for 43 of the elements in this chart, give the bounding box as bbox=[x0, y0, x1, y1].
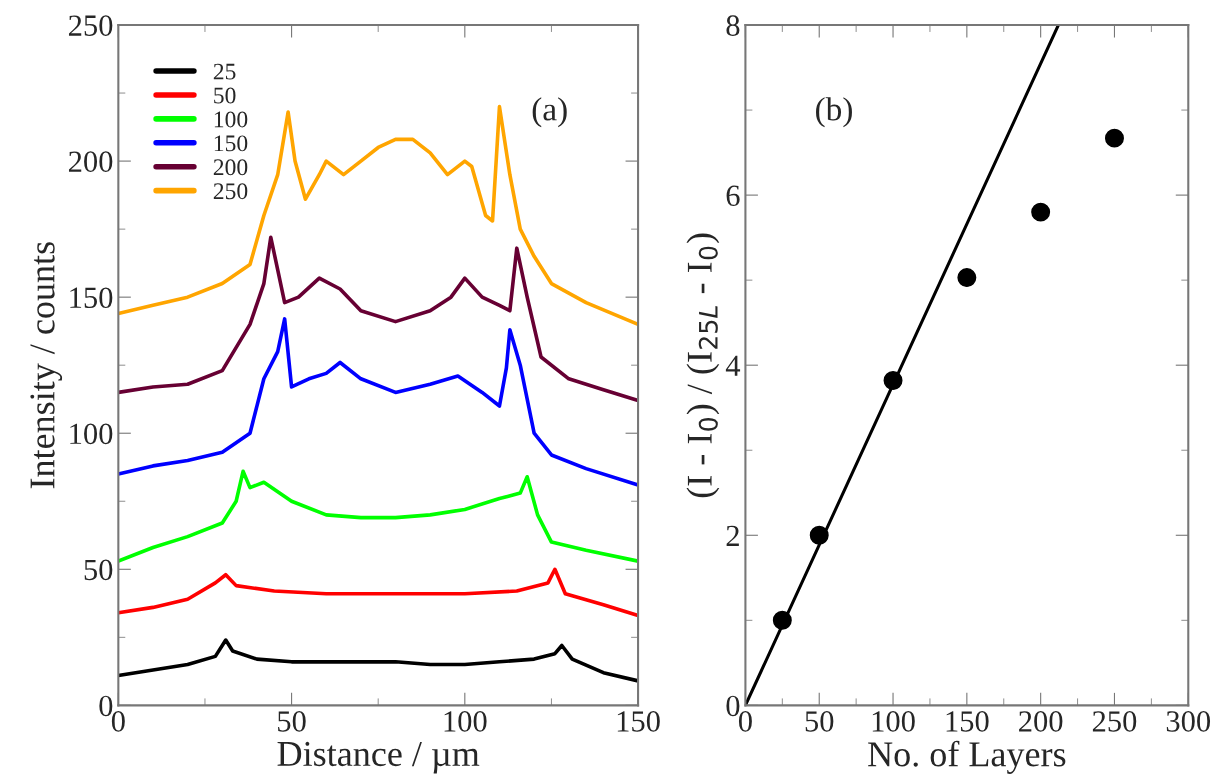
legend-label: 25 bbox=[213, 63, 236, 80]
y-tick-label: 200 bbox=[68, 151, 113, 172]
point bbox=[1031, 202, 1051, 222]
y-tick-label: 150 bbox=[70, 287, 113, 309]
y-axis-title: (I - I$_{0}$) / (I$_{25L}$ - I$_{0}$) bbox=[686, 233, 720, 498]
x-axis-title: Distance / µm bbox=[277, 741, 480, 774]
legend-label: 100 bbox=[214, 111, 248, 128]
x-tick-label: 250 bbox=[1092, 711, 1137, 732]
x-tick-label: 150 bbox=[617, 711, 660, 732]
x-tick-label: 150 bbox=[946, 711, 989, 732]
x-axis-title: No. of Layers bbox=[868, 740, 1066, 774]
legend-label: 200 bbox=[213, 159, 248, 176]
x-tick-label: 300 bbox=[1166, 711, 1211, 732]
legend-label: 150 bbox=[214, 135, 248, 152]
legend-label: 250 bbox=[213, 183, 248, 200]
y-tick-label: 50 bbox=[84, 559, 113, 581]
point bbox=[772, 610, 792, 630]
line-series bbox=[118, 469, 639, 563]
line-series bbox=[118, 567, 639, 618]
x-tick-label: 50 bbox=[805, 711, 834, 732]
line-series bbox=[118, 235, 639, 403]
y-tick-label: 4 bbox=[725, 355, 741, 376]
y-axis-title: Intensity / counts bbox=[30, 242, 63, 489]
point bbox=[1104, 128, 1124, 148]
line-series bbox=[118, 317, 639, 487]
y-tick-label: 250 bbox=[68, 15, 113, 36]
line-series bbox=[118, 638, 639, 683]
point bbox=[809, 525, 829, 545]
x-tick-label: 100 bbox=[872, 711, 915, 732]
x-tick-label: 100 bbox=[444, 711, 487, 732]
x-tick-label: 200 bbox=[1019, 711, 1063, 732]
annotation: (b) bbox=[816, 97, 852, 128]
point bbox=[883, 371, 903, 390]
y-tick-label: 0 bbox=[99, 695, 113, 717]
legend-label: 50 bbox=[214, 87, 236, 104]
point bbox=[957, 268, 977, 288]
y-tick-label: 2 bbox=[726, 525, 739, 546]
y-tick-label: 6 bbox=[726, 185, 740, 207]
y-tick-label: 8 bbox=[726, 15, 740, 36]
annotation: (a) bbox=[532, 97, 567, 128]
y-tick-label: 0 bbox=[726, 695, 740, 717]
y-tick-label: 100 bbox=[70, 423, 113, 445]
x-tick-label: 50 bbox=[278, 711, 306, 732]
